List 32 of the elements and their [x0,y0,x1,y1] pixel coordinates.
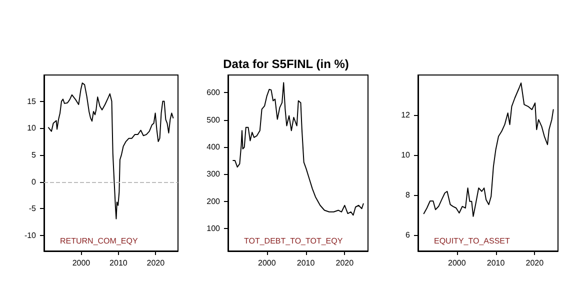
y-tick-label: -5 [28,204,37,214]
y-tick-label: 10 [401,150,411,160]
x-tick-label: 2000 [448,258,466,268]
y-tick-label: -10 [24,230,37,240]
x-tick-label: 2010 [296,258,316,268]
y-tick-label: 600 [206,88,221,98]
y-tick-label: 400 [206,142,221,152]
y-tick-label: 8 [406,190,411,200]
x-tick-label: 2000 [72,258,91,268]
x-tick-label: 2020 [146,258,166,268]
annotation: RETURN_COM_EQY [60,236,138,246]
x-tick-label: 2010 [486,258,506,268]
y-tick-label: 15 [27,96,37,106]
y-tick-label: 12 [401,110,411,120]
annotation: EQUITY_TO_ASSET [434,236,510,246]
annotation: TOT_DEBT_TO_TOT_EQY [244,236,344,246]
y-tick-label: 500 [206,115,221,124]
y-tick-label: 200 [206,196,221,206]
y-tick-label: 300 [206,170,221,179]
line-series [423,82,554,217]
y-tick-label: 6 [406,230,411,240]
line-series [232,82,364,216]
chart-title: Data for S5FINL (in %) [223,57,349,71]
x-tick-label: 2020 [336,258,354,268]
y-tick-label: 5 [32,150,37,160]
y-tick-label: 0 [32,177,37,186]
y-tick-label: 100 [206,224,221,233]
y-tick-label: 10 [27,124,37,133]
x-tick-label: 2000 [258,258,276,268]
x-tick-label: 2010 [110,258,128,268]
x-tick-label: 2020 [526,258,544,268]
line-series [48,82,174,220]
